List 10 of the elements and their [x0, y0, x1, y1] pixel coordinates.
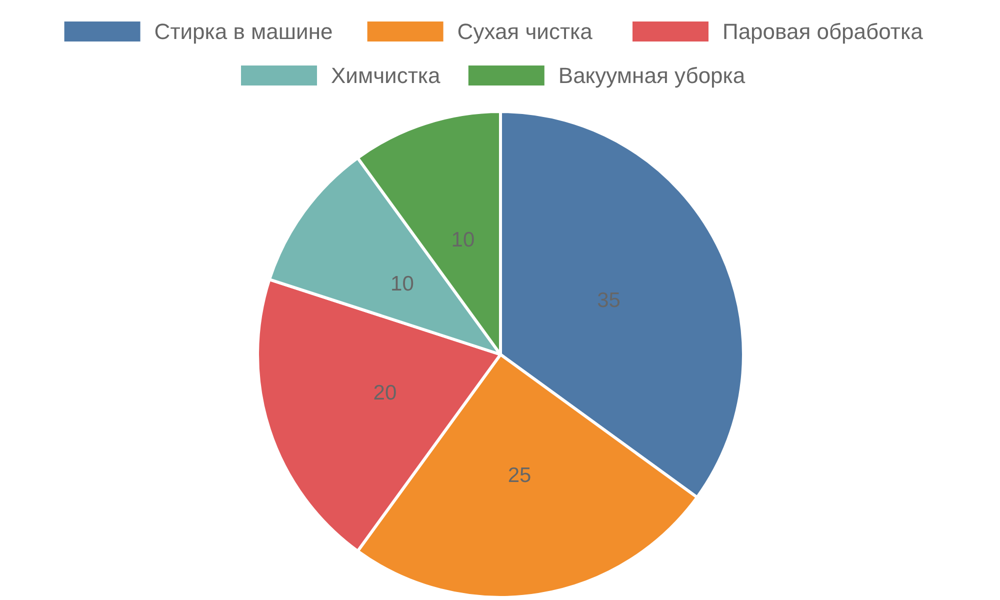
legend-label: Химчистка: [331, 63, 442, 88]
legend-label: Стирка в машине: [154, 19, 333, 44]
data-label: 10: [390, 272, 414, 296]
legend-label: Вакуумная уборка: [558, 63, 746, 88]
data-label: 10: [451, 228, 475, 252]
data-label: 20: [373, 382, 397, 405]
data-label: 25: [508, 464, 532, 488]
legend-label: Сухая чистка: [457, 19, 594, 44]
legend-label: Паровая обработка: [722, 19, 924, 44]
data-label: 35: [597, 288, 620, 312]
